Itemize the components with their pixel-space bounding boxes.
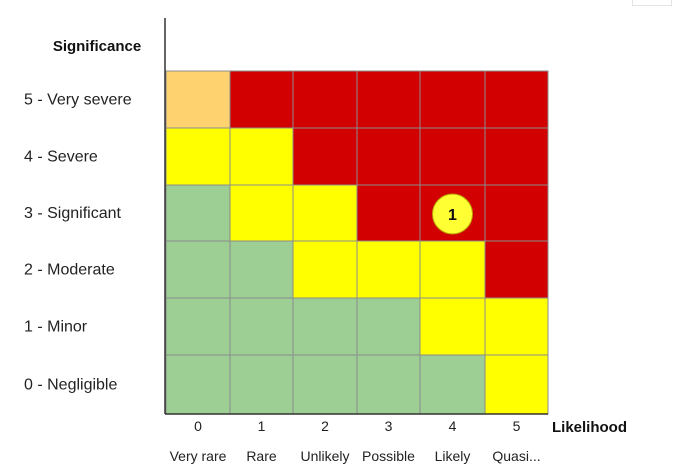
y-label-0: 0 - Negligible bbox=[24, 377, 117, 394]
risk-markers: 1 bbox=[432, 193, 473, 235]
cell-s1-l3 bbox=[356, 297, 421, 356]
cell-s1-l5 bbox=[484, 297, 549, 356]
cell-s3-l2 bbox=[292, 184, 358, 242]
cell-s0-l2 bbox=[292, 354, 358, 415]
cell-s1-l1 bbox=[229, 297, 294, 356]
cell-s2-l2 bbox=[292, 240, 358, 299]
y-label-4: 4 - Severe bbox=[24, 149, 98, 166]
cell-s3-l5 bbox=[484, 184, 549, 242]
x-label-4: Likely bbox=[435, 448, 471, 464]
cell-s5-l2 bbox=[292, 70, 358, 129]
risk-marker-0 bbox=[432, 193, 473, 235]
x-tick-1: 1 bbox=[258, 418, 266, 434]
x-label-3: Possible bbox=[362, 448, 415, 464]
cell-s3-l0 bbox=[165, 184, 231, 242]
cell-s5-l0 bbox=[165, 70, 231, 129]
cell-s2-l5 bbox=[484, 240, 549, 299]
y-label-1: 1 - Minor bbox=[24, 319, 88, 336]
corner-decoration bbox=[632, 0, 672, 6]
cell-s4-l2 bbox=[292, 127, 358, 186]
x-tick-4: 4 bbox=[449, 418, 457, 434]
cell-s1-l2 bbox=[292, 297, 358, 356]
cell-s4-l3 bbox=[356, 127, 421, 186]
x-label-1: Rare bbox=[246, 448, 277, 464]
y-axis-title: Significance bbox=[53, 38, 141, 55]
cell-s3-l3 bbox=[356, 184, 421, 242]
x-label-5: Quasi... bbox=[492, 448, 540, 464]
cell-s2-l1 bbox=[229, 240, 294, 299]
cell-s4-l0 bbox=[165, 127, 231, 186]
cell-s2-l0 bbox=[165, 240, 231, 299]
x-label-0: Very rare bbox=[170, 448, 227, 464]
x-axis-title: Likelihood bbox=[552, 419, 627, 436]
cell-s5-l4 bbox=[419, 70, 486, 129]
y-label-2: 2 - Moderate bbox=[24, 262, 115, 279]
x-label-2: Unlikely bbox=[300, 448, 349, 464]
y-label-5: 5 - Very severe bbox=[24, 92, 132, 109]
x-tick-0: 0 bbox=[194, 418, 202, 434]
y-label-3: 3 - Significant bbox=[24, 205, 121, 222]
matrix-cells bbox=[165, 70, 549, 415]
cell-s5-l5 bbox=[484, 70, 549, 129]
x-tick-2: 2 bbox=[321, 418, 329, 434]
cell-s3-l1 bbox=[229, 184, 294, 242]
cell-s5-l3 bbox=[356, 70, 421, 129]
cell-s2-l3 bbox=[356, 240, 421, 299]
cell-s0-l5 bbox=[484, 354, 549, 415]
cell-s1-l0 bbox=[165, 297, 231, 356]
x-tick-numbers: 0 1 2 3 4 5 bbox=[194, 418, 521, 434]
risk-marker-label-0: 1 bbox=[448, 207, 457, 224]
y-tick-labels: 0 - Negligible 1 - Minor 2 - Moderate 3 - S… bbox=[24, 92, 132, 394]
cell-s0-l3 bbox=[356, 354, 421, 415]
cell-s4-l5 bbox=[484, 127, 549, 186]
axes bbox=[164, 18, 548, 415]
cell-s2-l4 bbox=[419, 240, 486, 299]
cell-s0-l4 bbox=[419, 354, 486, 415]
cell-s5-l1 bbox=[229, 70, 294, 129]
cell-s0-l1 bbox=[229, 354, 294, 415]
cell-s0-l0 bbox=[165, 354, 231, 415]
x-tick-labels: Very rare Rare Unlikely Possible Likely Quasi… bbox=[170, 448, 541, 464]
cell-s4-l1 bbox=[229, 127, 294, 186]
cell-s4-l4 bbox=[419, 127, 486, 186]
x-tick-3: 3 bbox=[385, 418, 393, 434]
cell-s1-l4 bbox=[419, 297, 486, 356]
x-tick-5: 5 bbox=[513, 418, 521, 434]
